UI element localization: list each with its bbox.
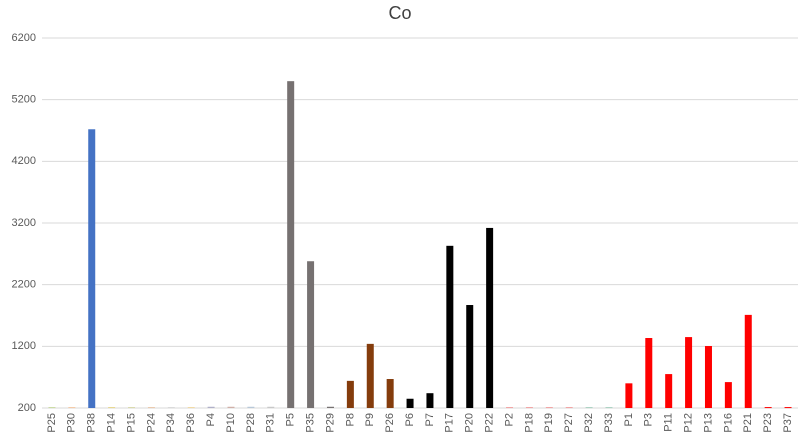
x-tick-label: P3 <box>643 413 655 426</box>
x-tick-label: P29 <box>324 413 336 433</box>
x-tick-label: P37 <box>782 413 794 433</box>
bar <box>486 227 494 408</box>
y-tick-label: 4200 <box>12 155 36 167</box>
x-tick-label: P33 <box>603 413 615 433</box>
bar <box>446 245 454 408</box>
bar <box>724 382 732 408</box>
bar <box>685 337 693 408</box>
x-tick-label: P32 <box>583 413 595 433</box>
bar <box>267 406 275 408</box>
x-tick-label: P34 <box>165 413 177 433</box>
bar <box>784 407 792 409</box>
x-tick-label: P21 <box>742 413 754 433</box>
bar <box>48 407 56 409</box>
x-tick-label: P2 <box>503 413 515 426</box>
x-tick-label: P13 <box>702 413 714 433</box>
x-tick-label: P11 <box>663 413 675 432</box>
x-tick-label: P35 <box>304 413 316 433</box>
bar <box>605 407 613 409</box>
y-tick-label: 2200 <box>12 279 36 291</box>
x-tick-label: P22 <box>484 413 496 433</box>
x-tick-label: P27 <box>563 413 575 433</box>
bar <box>386 379 394 408</box>
x-tick-label: P8 <box>344 413 356 426</box>
x-tick-label: P38 <box>86 413 98 433</box>
bar <box>625 383 633 408</box>
chart-title: Co <box>388 3 411 23</box>
x-tick-label: P30 <box>66 413 78 433</box>
x-tick-label: P36 <box>185 413 197 433</box>
bar <box>366 343 374 408</box>
x-tick-label: P4 <box>205 413 217 426</box>
bar <box>68 407 76 409</box>
bar <box>426 393 434 408</box>
bar <box>227 406 235 408</box>
x-tick-label: P19 <box>543 413 555 433</box>
x-tick-label: P17 <box>444 413 456 433</box>
bar <box>326 406 334 408</box>
y-tick-label: 3200 <box>12 217 36 229</box>
bar <box>764 407 772 409</box>
x-tick-label: P1 <box>623 413 635 426</box>
bar <box>466 305 474 408</box>
x-tick-label: P18 <box>523 413 535 433</box>
bar <box>346 380 354 408</box>
x-tick-label: P5 <box>285 413 297 426</box>
bar <box>167 407 175 409</box>
x-tick-label: P20 <box>464 413 476 433</box>
x-tick-label: P10 <box>225 413 237 433</box>
x-tick-label: P7 <box>424 413 436 426</box>
y-tick-label: 200 <box>18 402 36 414</box>
x-tick-label: P6 <box>404 413 416 426</box>
x-tick-label: P23 <box>762 413 774 433</box>
bar <box>207 406 215 408</box>
bar <box>88 129 96 408</box>
x-tick-label: P9 <box>364 413 376 426</box>
bar <box>147 407 155 409</box>
bar <box>665 374 673 408</box>
x-tick-label: P25 <box>46 413 58 433</box>
x-tick-label: P12 <box>682 413 694 433</box>
x-tick-label: P14 <box>106 413 118 433</box>
bar <box>545 407 553 409</box>
bar <box>247 406 255 408</box>
bar <box>287 81 295 409</box>
bar <box>645 338 653 408</box>
bar <box>307 261 315 408</box>
x-tick-label: P31 <box>265 413 277 433</box>
x-tick-label: P15 <box>125 413 137 433</box>
x-tick-label: P28 <box>245 413 257 433</box>
bar <box>744 314 752 408</box>
bar <box>704 346 712 408</box>
x-tick-label: P16 <box>722 413 734 433</box>
bar <box>128 407 136 409</box>
x-tick-label: P26 <box>384 413 396 433</box>
y-tick-label: 6200 <box>12 32 36 44</box>
bar <box>406 398 414 408</box>
bar <box>108 407 116 409</box>
x-tick-label: P24 <box>145 413 157 433</box>
bar <box>565 407 573 409</box>
y-tick-label: 5200 <box>12 94 36 106</box>
y-tick-label: 1200 <box>12 340 36 352</box>
bar <box>187 407 195 409</box>
bar <box>506 407 514 409</box>
bar <box>525 407 533 409</box>
bar <box>585 407 593 409</box>
